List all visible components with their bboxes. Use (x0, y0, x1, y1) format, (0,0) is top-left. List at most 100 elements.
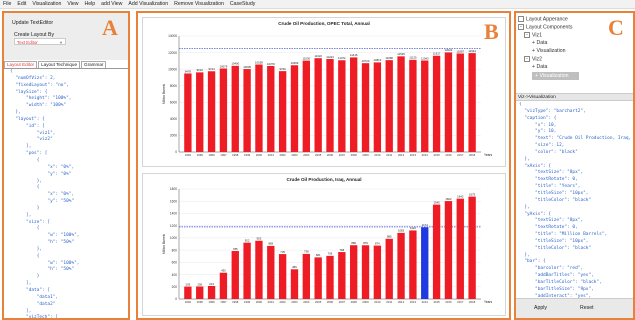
bar (219, 272, 228, 299)
bar-value-label: 738 (304, 250, 309, 254)
bar-value-label: 706 (328, 252, 333, 256)
bar (196, 286, 204, 299)
x-tick-label: 2000 (256, 153, 263, 157)
bar (456, 198, 464, 299)
bar-value-label: 486 (292, 265, 297, 269)
x-tick-label: 2008 (351, 300, 358, 304)
bar (432, 55, 441, 152)
property-editor-header: Viz->Visualization (516, 93, 633, 101)
bar (373, 245, 382, 299)
bar-value-label: 9744 (208, 67, 215, 71)
iraq-chart-title: Crude Oil Production, Iraq, Annual (286, 177, 362, 182)
bar-value-label: 1642 (457, 194, 464, 198)
y-tick-label: 8000 (170, 84, 177, 88)
collapse-icon: − (524, 32, 530, 38)
tab-grammar[interactable]: Grammar (81, 61, 107, 68)
bar-value-label: 11887 (456, 49, 464, 53)
y-tick-label: 12000 (168, 51, 177, 55)
reset-button[interactable]: Reset (580, 305, 594, 311)
bar (314, 257, 322, 299)
menu-file[interactable]: File (3, 1, 12, 7)
tree-layout-apperance[interactable]: Layout Apperance (518, 16, 568, 22)
editor-settings: Update TextEditor Create Layout By Text … (4, 13, 128, 60)
x-tick-label: 2004 (303, 300, 310, 304)
bar (278, 71, 287, 152)
menu-add-view[interactable]: add View (101, 1, 123, 7)
tree-viz2-visualization[interactable]: + Visualization (532, 72, 579, 80)
bar (409, 230, 417, 299)
bar (326, 59, 334, 152)
tab-layout-technique[interactable]: Layout Technique (38, 61, 81, 68)
bar (350, 245, 358, 299)
bar-value-label: 985 (387, 235, 392, 239)
bar (468, 53, 476, 152)
panel-c-marker: C (608, 15, 624, 40)
bar (302, 60, 310, 153)
y-tick-label: 400 (172, 273, 178, 277)
bar-value-label: 9478 (185, 69, 192, 73)
x-tick-label: 1997 (220, 300, 227, 304)
x-tick-label: 2007 (339, 153, 346, 157)
bar (421, 60, 429, 153)
tree-viz1[interactable]: − Viz1 (524, 32, 542, 39)
bar-value-label: 879 (363, 241, 368, 245)
y-tick-label: 600 (172, 261, 178, 265)
x-tick-label: 1999 (244, 153, 251, 157)
bar-value-label: 953 (257, 237, 262, 241)
x-tick-label: 2017 (457, 300, 464, 304)
bar (361, 63, 370, 153)
x-tick-label: 2013 (410, 300, 417, 304)
y-tick-label: 1000 (170, 236, 177, 240)
tree-viz1-visualization[interactable]: + Visualization (532, 48, 566, 54)
tree-viz2-data[interactable]: + Data (532, 64, 548, 70)
bar-value-label: 203 (186, 282, 191, 286)
x-tick-label: 2000 (256, 300, 263, 304)
x-tick-label: 1995 (197, 153, 204, 157)
bullet-icon: + (532, 48, 537, 54)
x-tick-label: 2013 (410, 153, 417, 157)
menu-add-visualization[interactable]: Add Visualization (128, 1, 169, 7)
menu-remove-visualization[interactable]: Remove Visualization (174, 1, 224, 7)
bar-value-label: 11086 (385, 56, 393, 60)
apply-button[interactable]: Apply (534, 305, 547, 311)
opec-chart-title: Crude Oil Production, OPEC Total, Annual (278, 21, 370, 26)
y-tick-label: 0 (175, 150, 177, 154)
tab-layout-editor[interactable]: Layout Editor (4, 61, 38, 68)
bar-value-label: 430 (221, 269, 226, 273)
y-tick-label: 6000 (170, 100, 177, 104)
tree-viz2[interactable]: − Viz2 (524, 56, 542, 63)
panel-a-marker: A (102, 15, 118, 40)
bar (231, 251, 239, 299)
layout-method-select[interactable]: Text Editor ▼ (14, 38, 66, 45)
bar-value-label: 11030 (303, 56, 311, 60)
bar-value-label: 11617 (433, 52, 441, 56)
x-tick-label: 2016 (445, 153, 452, 157)
y-tick-label: 1200 (170, 224, 177, 228)
y-tick-label: 1400 (170, 212, 177, 216)
bar (267, 245, 275, 299)
menu-help[interactable]: Help (84, 1, 96, 7)
x-axis-title: Years (484, 153, 492, 157)
y-axis-title: Million Barrels (162, 84, 166, 104)
layout-json-editor[interactable]: { "numOfVizs": 2, "fixedLayout": "no", "… (4, 69, 128, 318)
x-tick-label: 1998 (232, 300, 239, 304)
menu-view[interactable]: View (67, 1, 79, 7)
y-tick-label: 1600 (170, 199, 177, 203)
bar-value-label: 1545 (433, 200, 440, 204)
visualization-json-editor[interactable]: { "vizType": "barchart2", "caption": { "… (516, 102, 633, 300)
tree-viz1-data[interactable]: + Data (532, 40, 548, 46)
x-tick-label: 1997 (220, 153, 227, 157)
bar (184, 286, 192, 299)
menu-visualization[interactable]: Visualization (32, 1, 62, 7)
x-tick-label: 1996 (208, 153, 215, 157)
create-layout-label: Create Layout By (14, 32, 55, 38)
bar-value-label: 10558 (255, 60, 263, 64)
bar (444, 52, 453, 152)
collapse-icon: − (524, 56, 530, 62)
bar (207, 71, 216, 152)
menu-edit[interactable]: Edit (17, 1, 27, 7)
menu-casestudy[interactable]: CaseStudy (229, 1, 256, 7)
tree-layout-components[interactable]: − Layout Components (518, 24, 573, 31)
bullet-icon: + (532, 64, 537, 70)
bar (397, 56, 405, 152)
